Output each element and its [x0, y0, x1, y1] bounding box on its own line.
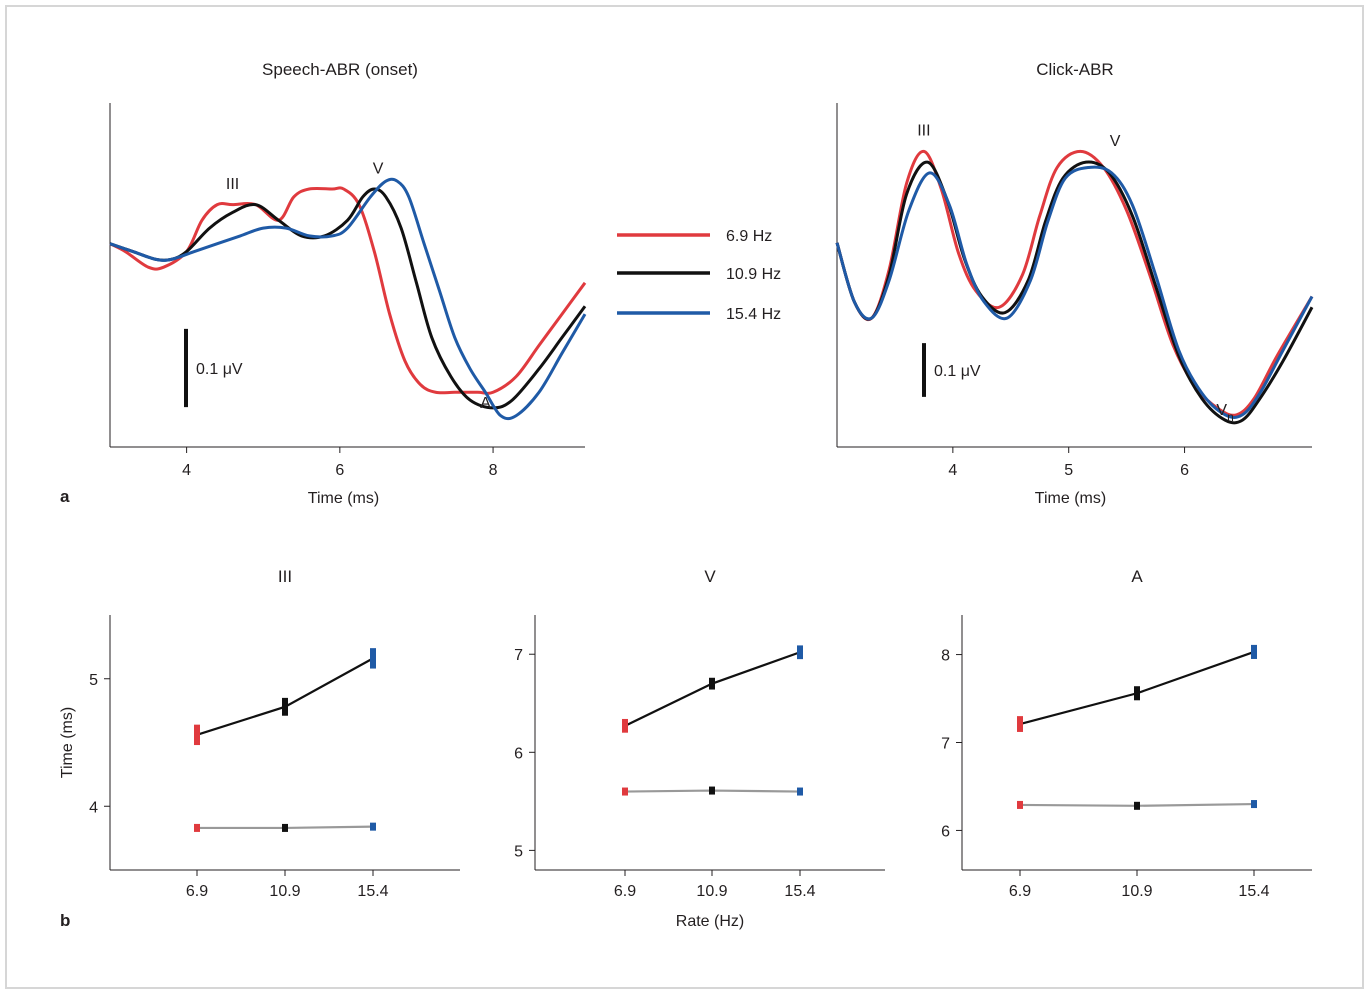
latA-point-click-6.9 [1017, 800, 1023, 809]
latIII-y-tick-label: 5 [89, 672, 98, 689]
latIII-x-tick-label: 10.9 [269, 883, 300, 900]
click-x-tick-label: 6 [1180, 462, 1189, 479]
latA-point-click-15.4 [1251, 800, 1257, 809]
latA-point-click-10.9 [1134, 801, 1140, 810]
figure-frame [5, 5, 1364, 989]
latV-point-speech-15.4 [797, 645, 803, 660]
latV-point-click-6.9 [622, 787, 628, 796]
latIII-point-click-15.4 [370, 822, 376, 831]
speech-x-tick-label: 8 [489, 462, 498, 479]
latV-x-tick-label: 10.9 [696, 883, 727, 900]
latV-point-speech-10.9 [709, 677, 715, 690]
latIII-y-tick-label: 4 [89, 799, 98, 816]
legend-label-10.9: 10.9 Hz [726, 266, 781, 283]
click-peak-label-III: III [917, 122, 930, 139]
latA-point-speech-10.9 [1134, 686, 1140, 701]
click-series-15.4-Hz [835, 165, 1314, 419]
speech-series-10.9-Hz [109, 187, 587, 410]
latV-point-click-10.9 [709, 786, 715, 795]
latA-title: A [1131, 567, 1143, 586]
chart-speech: 4 6 8 Speech-ABR (onset) Time (ms) III V A 0.1 μ… [109, 60, 587, 507]
click-title: Click-ABR [1036, 60, 1113, 79]
latIII-title: III [278, 567, 292, 586]
click-x-label: Time (ms) [1035, 490, 1106, 507]
latA-y-tick-label: 7 [941, 736, 950, 753]
speech-x-tick-label: 4 [182, 462, 191, 479]
click-series-10.9-Hz [835, 160, 1314, 425]
legend-label-15.4: 15.4 Hz [726, 306, 781, 323]
chart-latV: 5 6 7 6.9 10.9 15.4 V Rate (Hz) [514, 567, 885, 930]
speech-peak-label-III: III [226, 176, 239, 193]
latA-point-speech-15.4 [1251, 644, 1257, 659]
latA-point-speech-6.9 [1017, 716, 1023, 732]
click-series-6.9-Hz [835, 149, 1314, 417]
latV-y-tick-label: 7 [514, 647, 523, 664]
latV-x-tick-label: 6.9 [614, 883, 636, 900]
latV-x-label: Rate (Hz) [676, 913, 744, 930]
click-x-tick-label: 4 [948, 462, 957, 479]
latA-x-tick-label: 6.9 [1009, 883, 1031, 900]
latIII-point-speech-6.9 [194, 724, 200, 746]
latV-title: V [704, 567, 716, 586]
chart-latIII: 4 5 6.9 10.9 15.4 III Time (ms) [59, 567, 460, 900]
latIII-point-speech-15.4 [370, 648, 376, 669]
latV-y-tick-label: 5 [514, 843, 523, 860]
latIII-x-tick-label: 6.9 [186, 883, 208, 900]
latA-x-tick-label: 15.4 [1238, 883, 1269, 900]
legend: 6.9 Hz 10.9 Hz 15.4 Hz [617, 228, 781, 323]
speech-peak-label-V: V [373, 160, 384, 177]
panel-a-label: a [60, 487, 70, 506]
latIII-line-speech [196, 657, 374, 736]
latV-point-speech-6.9 [622, 718, 628, 733]
latV-y-tick-label: 6 [514, 745, 523, 762]
click-scale-bar-label: 0.1 μV [934, 363, 981, 380]
latIII-y-label: Time (ms) [59, 707, 76, 778]
speech-series-15.4-Hz [109, 177, 587, 421]
panel-b-label: b [60, 911, 70, 930]
click-peak-label-subscript: n [1227, 410, 1234, 424]
latIII-point-click-6.9 [194, 823, 200, 832]
click-peak-label-V: V [1110, 133, 1121, 150]
speech-peak-label-A: A [480, 395, 491, 412]
chart-latA: 6 7 8 6.9 10.9 15.4 A [941, 567, 1312, 900]
latA-x-tick-label: 10.9 [1121, 883, 1152, 900]
latV-x-tick-label: 15.4 [784, 883, 815, 900]
latIII-point-click-10.9 [282, 823, 288, 832]
latV-point-click-15.4 [797, 787, 803, 796]
speech-title: Speech-ABR (onset) [262, 60, 418, 79]
speech-x-tick-label: 6 [335, 462, 344, 479]
latIII-x-tick-label: 15.4 [357, 883, 388, 900]
click-x-tick-label: 5 [1064, 462, 1073, 479]
speech-series-6.9-Hz [109, 186, 587, 395]
latA-y-tick-label: 8 [941, 648, 950, 665]
speech-x-label: Time (ms) [308, 490, 379, 507]
legend-label-6.9: 6.9 Hz [726, 228, 772, 245]
latIII-point-speech-10.9 [282, 697, 288, 716]
latA-y-tick-label: 6 [941, 823, 950, 840]
speech-scale-bar-label: 0.1 μV [196, 361, 243, 378]
